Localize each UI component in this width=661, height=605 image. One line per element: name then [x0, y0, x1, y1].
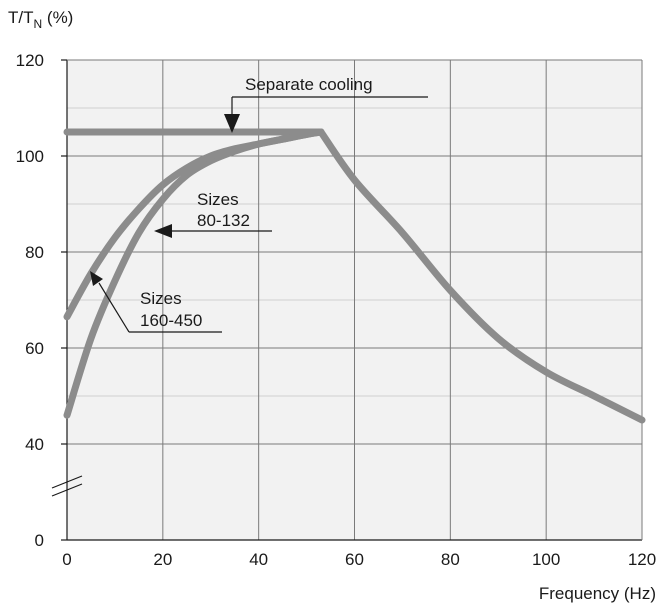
axis-break-mark: [51, 475, 83, 489]
arrowhead-separate-cooling: [224, 114, 240, 133]
axes: 0 20 40 60 80 100 120 0 40 60 80 100 120: [16, 51, 657, 569]
x-tick-label-80: 80: [441, 550, 460, 569]
annotation-sizes-80-132-line1: Sizes: [197, 190, 239, 209]
x-tick-label-120: 120: [628, 550, 656, 569]
series-sizes-160-450: [63, 128, 325, 321]
y-axis-label-subscript: N: [34, 17, 43, 31]
y-tick-label-40: 40: [25, 435, 44, 454]
annotation-sizes-80-132-line2: 80-132: [197, 211, 250, 230]
annotation-separate-cooling: Separate cooling: [245, 75, 373, 94]
x-tick-label-20: 20: [153, 550, 172, 569]
annotation-sizes-160-450-line2: 160-450: [140, 311, 202, 330]
annotation-sizes-160-450-line1: Sizes: [140, 289, 182, 308]
x-tick-label-100: 100: [532, 550, 560, 569]
y-tick-label-80: 80: [25, 243, 44, 262]
series-falloff: [317, 128, 646, 424]
x-tick-label-60: 60: [345, 550, 364, 569]
axis-break-mark: [51, 483, 83, 497]
y-tick-label-0: 0: [35, 531, 44, 550]
grid: [66, 59, 643, 540]
curves: [63, 128, 646, 424]
y-tick-label-100: 100: [16, 147, 44, 166]
y-tick-label-120: 120: [16, 51, 44, 70]
y-tick-label-60: 60: [25, 339, 44, 358]
arrowhead-sizes-80-132: [154, 224, 172, 238]
x-axis-label: Frequency (Hz): [539, 584, 656, 603]
y-axis-label-main: T/T: [8, 8, 34, 27]
annotations: [90, 96, 428, 333]
y-axis-label: T/TN (%): [8, 8, 73, 31]
annotation-leader-line: [98, 282, 130, 333]
arrowhead-sizes-160-450: [90, 271, 103, 286]
x-tick-label-40: 40: [249, 550, 268, 569]
x-tick-label-0: 0: [62, 550, 71, 569]
y-axis-label-unit: (%): [47, 8, 73, 27]
